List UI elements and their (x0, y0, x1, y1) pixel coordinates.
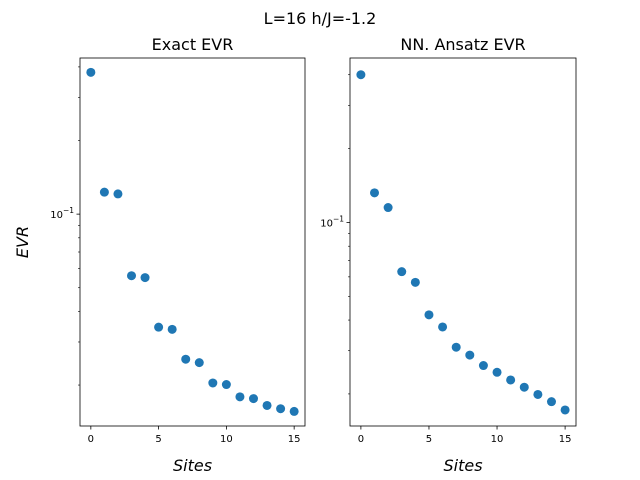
data-point (289, 406, 299, 416)
data-point (465, 350, 475, 360)
plot-frame (349, 57, 577, 427)
data-point (140, 273, 150, 283)
x-tick-label: 15 (559, 434, 572, 445)
data-point (478, 361, 488, 371)
x-tick-label: 0 (358, 434, 364, 445)
chart-title: NN. Ansatz EVR (400, 35, 525, 54)
data-point (397, 267, 407, 277)
data-point (181, 354, 191, 364)
plot-frame (79, 57, 306, 427)
data-point (86, 67, 96, 77)
x-axis-label: Sites (443, 456, 482, 475)
y-axis-label: EVR (13, 226, 32, 258)
x-tick-label: 10 (491, 434, 504, 445)
chart-title: Exact EVR (152, 35, 234, 54)
data-point (533, 389, 543, 399)
data-point (167, 324, 177, 334)
data-point (127, 271, 137, 281)
data-point (410, 277, 420, 287)
data-point (438, 322, 448, 332)
y-tick-label: 10−1 (320, 214, 344, 229)
x-axis-label: Sites (173, 456, 212, 475)
data-point (383, 203, 393, 213)
data-point (235, 392, 245, 402)
data-point (506, 375, 516, 385)
data-point (208, 378, 218, 388)
chart-panel-nn-ansatz-evr: NN. Ansatz EVR 0 5 10 15 10−1 Sites (320, 35, 577, 475)
x-tick-label: 15 (288, 434, 301, 445)
data-point (154, 322, 164, 332)
x-tick-label: 10 (220, 434, 233, 445)
data-point (370, 188, 380, 198)
data-point (519, 382, 529, 392)
figure-suptitle: L=16 h/J=-1.2 (264, 9, 377, 28)
x-tick-label: 5 (155, 434, 161, 445)
data-point (113, 189, 123, 199)
y-tick-label: 10−1 (50, 206, 74, 221)
data-point (356, 70, 366, 80)
data-point (560, 405, 570, 415)
data-point (451, 342, 461, 352)
data-point (99, 187, 109, 197)
data-point (546, 397, 556, 407)
data-point (248, 394, 258, 404)
data-point (262, 400, 272, 410)
data-point (492, 367, 502, 377)
x-tick-label: 5 (426, 434, 432, 445)
chart-panel-exact-evr: Exact EVR 0 5 10 15 10−1 Sites EVR (13, 35, 306, 475)
data-point (424, 310, 434, 320)
data-point (221, 380, 231, 390)
x-tick-label: 0 (88, 434, 94, 445)
data-point (194, 358, 204, 368)
data-point (276, 404, 286, 414)
